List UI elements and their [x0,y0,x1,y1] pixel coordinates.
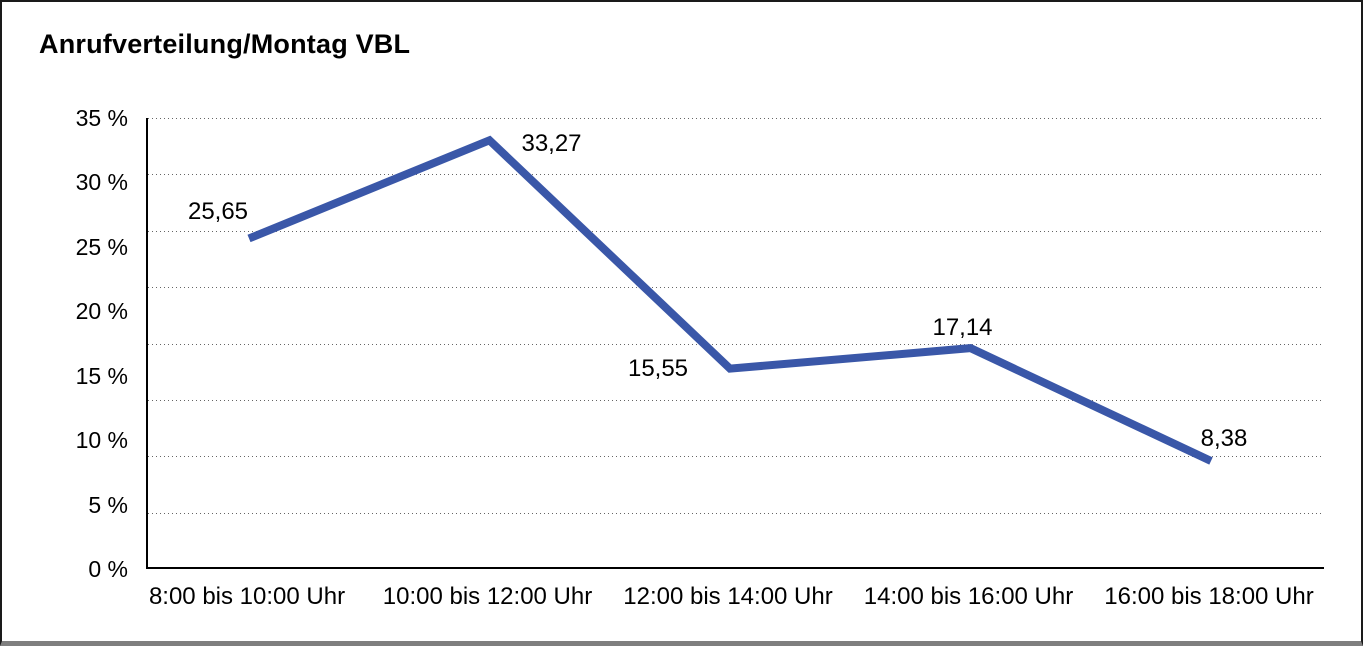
chart-title: Anrufverteilung/Montag VBL [39,29,411,59]
data-point-label: 25,65 [187,198,249,226]
gridline [148,399,1324,401]
data-point-label: 8,38 [1200,425,1248,453]
y-axis-tick-label: 30 % [75,169,128,196]
plot-area [146,118,1324,569]
gridline [148,456,1324,458]
gridline [148,287,1324,289]
gridline [148,118,1324,119]
y-axis-tick-label: 35 % [75,105,128,131]
gridline [148,174,1324,176]
y-axis-tick-label: 15 % [75,362,128,389]
y-axis-tick-label: 0 % [88,556,128,582]
y-axis-tick-label: 25 % [75,233,128,260]
data-point-label: 15,55 [627,354,689,382]
x-axis-category-label: 10:00 bis 12:00 Uhr [382,583,593,610]
x-axis-category-label: 16:00 bis 18:00 Uhr [1104,583,1314,610]
gridline [148,343,1324,345]
x-axis-category-label: 12:00 bis 14:00 Uhr [623,583,833,610]
series-line [247,135,1213,465]
gridline [148,512,1324,514]
data-point-label: 33,27 [521,130,582,158]
x-axis-category-label: 14:00 bis 16:00 Uhr [863,583,1074,610]
line-series [247,135,1213,465]
data-point-label: 17,14 [932,314,993,342]
x-axis-category-label: 8:00 bis 10:00 Uhr [148,583,346,610]
gridline [148,230,1324,232]
y-axis-tick-label: 5 % [88,491,128,518]
y-axis-tick-label: 10 % [75,427,128,454]
y-axis-tick-label: 20 % [75,298,128,325]
